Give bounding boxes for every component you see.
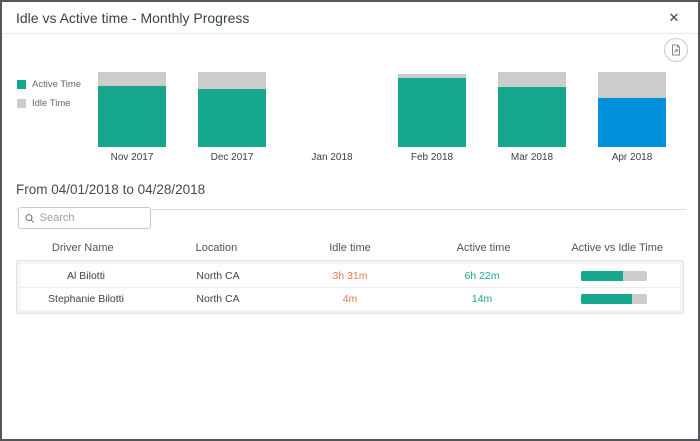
dialog-title: Idle vs Active time - Monthly Progress bbox=[16, 10, 250, 26]
idle-segment bbox=[198, 72, 266, 89]
search-input[interactable] bbox=[39, 212, 144, 224]
stacked-bar[interactable] bbox=[398, 73, 466, 147]
bar-area bbox=[382, 72, 482, 147]
active-vs-idle-cell bbox=[548, 270, 680, 281]
chart-column: Feb 2018 bbox=[382, 72, 482, 163]
idle-time-swatch bbox=[17, 99, 26, 108]
stacked-bar[interactable] bbox=[598, 72, 666, 147]
bar-area bbox=[582, 72, 682, 147]
bar-area bbox=[282, 72, 382, 147]
bar-area bbox=[182, 72, 282, 147]
active-time-swatch bbox=[17, 80, 26, 89]
legend-label: Active Time bbox=[32, 79, 82, 90]
legend-item-active[interactable]: Active Time bbox=[17, 79, 81, 90]
column-header: Active time bbox=[456, 242, 511, 254]
stacked-bar[interactable] bbox=[98, 72, 166, 147]
stacked-bar[interactable] bbox=[198, 72, 266, 147]
column-header: Location bbox=[195, 242, 238, 254]
column-header: Driver Name bbox=[51, 242, 114, 254]
month-label: Dec 2017 bbox=[210, 152, 254, 163]
table-header-row: Driver Name Location Idle time Active time A… bbox=[16, 242, 684, 254]
stacked-bar[interactable] bbox=[498, 72, 566, 147]
bar-area bbox=[482, 72, 582, 147]
idle-segment bbox=[498, 72, 566, 87]
active-vs-idle-cell bbox=[548, 294, 680, 304]
bar-area bbox=[82, 72, 182, 147]
dialog-header: Idle vs Active time - Monthly Progress ✕ bbox=[2, 2, 698, 34]
search-box[interactable] bbox=[18, 207, 151, 229]
export-chart-button[interactable] bbox=[664, 38, 688, 62]
idle-segment bbox=[98, 72, 166, 87]
chart-column: Apr 2018 bbox=[582, 72, 682, 163]
month-label: Jan 2018 bbox=[311, 152, 353, 163]
column-header: Active vs Idle Time bbox=[571, 242, 664, 254]
chart-legend: Active Time Idle Time bbox=[17, 79, 81, 109]
active-time-cell: 14m bbox=[471, 293, 493, 305]
progress-fill-active bbox=[581, 294, 633, 304]
legend-item-idle[interactable]: Idle Time bbox=[17, 98, 81, 109]
export-image-icon bbox=[672, 44, 680, 56]
month-label: Mar 2018 bbox=[510, 152, 554, 163]
chart-column: Jan 2018 bbox=[282, 72, 382, 163]
progress-fill-active bbox=[581, 270, 624, 281]
idle-segment bbox=[398, 73, 466, 78]
location-cell: North CA bbox=[196, 293, 240, 305]
idle-time-cell: 3h 31m bbox=[332, 269, 368, 282]
driver-name-cell: Al Bilotti bbox=[67, 269, 105, 282]
table-row[interactable]: Al Bilotti North CA 3h 31m 6h 22m bbox=[20, 264, 680, 287]
monthly-progress-chart: Nov 2017 Dec 2017 Jan 2018 Feb 2018 Mar 2018… bbox=[82, 72, 682, 163]
progress-track bbox=[581, 294, 647, 304]
month-label: Feb 2018 bbox=[410, 152, 454, 163]
search-icon bbox=[25, 213, 35, 223]
chart-column: Nov 2017 bbox=[82, 72, 182, 163]
idle-time-cell: 4m bbox=[342, 293, 358, 305]
active-segment bbox=[398, 78, 466, 147]
month-label: Nov 2017 bbox=[110, 152, 154, 163]
drivers-table-body: Al Bilotti North CA 3h 31m 6h 22m Stephanie … bbox=[16, 260, 684, 314]
active-segment bbox=[598, 98, 666, 147]
legend-label: Idle Time bbox=[32, 98, 71, 109]
active-time-cell: 6h 22m bbox=[464, 269, 500, 282]
month-label: Apr 2018 bbox=[611, 152, 653, 163]
table-row[interactable]: Stephanie Bilotti North CA 4m 14m bbox=[20, 287, 680, 310]
idle-segment bbox=[598, 72, 666, 99]
active-segment bbox=[498, 87, 566, 147]
progress-track bbox=[581, 270, 647, 281]
column-header: Idle time bbox=[329, 242, 371, 254]
active-segment bbox=[198, 88, 266, 147]
period-section: From 04/01/2018 to 04/28/2018 bbox=[16, 181, 686, 210]
driver-name-cell: Stephanie Bilotti bbox=[48, 293, 124, 305]
period-label: From 04/01/2018 to 04/28/2018 bbox=[16, 182, 206, 197]
chart-column: Mar 2018 bbox=[482, 72, 582, 163]
chart-column: Dec 2017 bbox=[182, 72, 282, 163]
close-icon[interactable]: ✕ bbox=[664, 8, 684, 28]
active-segment bbox=[98, 86, 166, 147]
location-cell: North CA bbox=[196, 269, 240, 282]
